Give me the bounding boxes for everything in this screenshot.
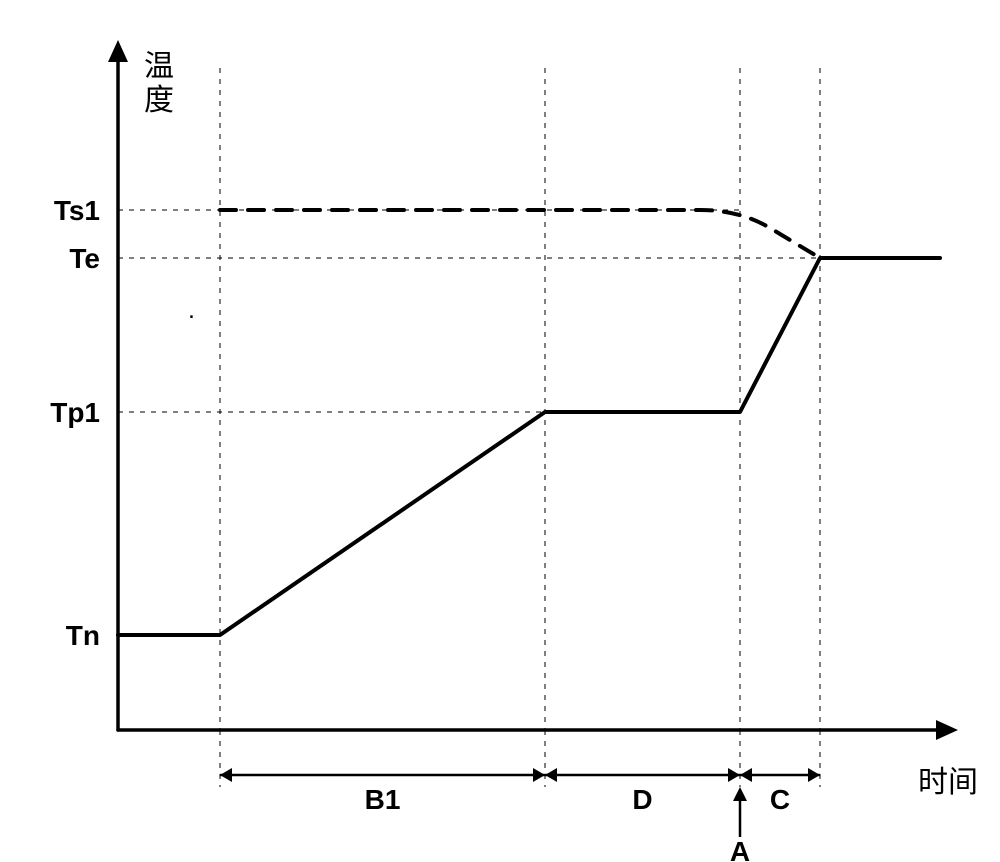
interval-label-C: C xyxy=(770,784,790,815)
interval-label-B1: B1 xyxy=(365,784,401,815)
y-axis-label: 温 xyxy=(144,50,174,83)
temperature-time-chart: Ts1 Te Tp1 Tn 温度时间 B1 D CA. xyxy=(0,0,1000,862)
y-axis-label-2: 度 xyxy=(144,84,174,117)
ytick-Tn: Tn xyxy=(66,620,100,651)
x-axis-label: 时间 xyxy=(918,766,978,799)
ytick-Te: Te xyxy=(69,243,100,274)
interval-label-D: D xyxy=(632,784,652,815)
ytick-Tp1: Tp1 xyxy=(50,397,100,428)
marker-A-label: A xyxy=(730,836,750,862)
ytick-Ts1: Ts1 xyxy=(54,195,100,226)
stray-dot: . xyxy=(188,296,195,324)
chart-bg xyxy=(0,0,1000,862)
